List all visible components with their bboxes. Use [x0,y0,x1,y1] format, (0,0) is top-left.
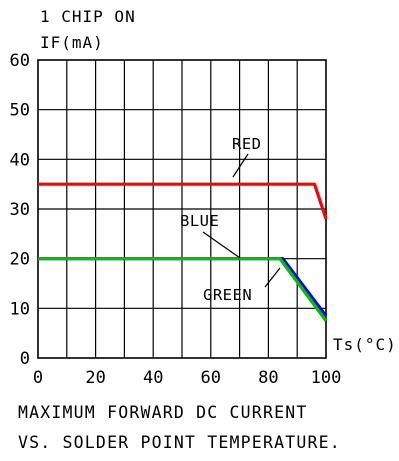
y-tick-label: 40 [10,150,30,170]
y-tick-label: 50 [10,101,30,121]
header-text: 1 CHIP ON [40,7,136,26]
series-label-green: GREEN [203,286,252,304]
y-axis-title: IF(mA) [40,33,104,52]
series-lines [38,182,328,322]
leader-line-red [232,153,249,178]
x-tick-label: 0 [33,368,43,388]
caption-line2: VS. SOLDER POINT TEMPERATURE. [18,433,341,452]
x-tick-label: 100 [311,368,342,388]
series-label-blue: BLUE [180,212,219,230]
leader-line-blue [202,231,241,259]
leader-line-green [264,267,281,288]
grid [37,59,327,359]
caption-line1: MAXIMUM FORWARD DC CURRENT [18,403,307,422]
tick-labels: 0 10 20 30 40 50 60 0 20 40 60 80 100 [10,51,342,388]
annotations: RED BLUE GREEN [180,135,281,304]
y-tick-label: 60 [10,51,30,71]
x-axis-title: Ts(°C) [333,335,397,354]
x-tick-label: 60 [201,368,221,388]
y-tick-label: 30 [10,200,30,220]
y-tick-label: 20 [10,250,30,270]
y-tick-label: 0 [20,349,30,369]
series-label-red: RED [232,135,262,153]
series-line-green [38,257,328,322]
x-tick-label: 20 [85,368,105,388]
y-tick-label: 10 [10,299,30,319]
x-tick-label: 80 [258,368,278,388]
series-line-red [38,182,328,220]
x-tick-label: 40 [143,368,163,388]
